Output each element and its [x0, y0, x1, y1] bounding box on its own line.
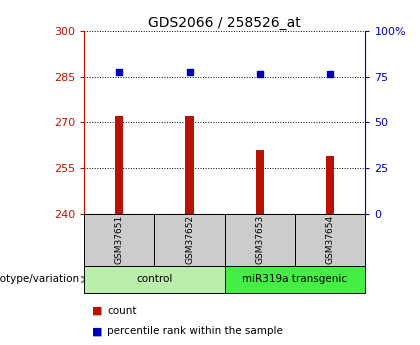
Point — [186, 69, 193, 75]
Text: ■: ■ — [92, 326, 103, 336]
Title: GDS2066 / 258526_at: GDS2066 / 258526_at — [148, 16, 301, 30]
Point — [327, 71, 333, 77]
Text: percentile rank within the sample: percentile rank within the sample — [107, 326, 283, 336]
Text: ■: ■ — [92, 306, 103, 315]
Point — [116, 69, 123, 75]
Text: GSM37654: GSM37654 — [326, 215, 335, 264]
Text: GSM37651: GSM37651 — [115, 215, 123, 264]
Text: genotype/variation: genotype/variation — [0, 275, 80, 284]
Point — [257, 71, 263, 77]
Text: miR319a transgenic: miR319a transgenic — [242, 275, 348, 284]
Bar — [185, 116, 194, 214]
Text: count: count — [107, 306, 136, 315]
Bar — [256, 150, 264, 214]
Text: GSM37652: GSM37652 — [185, 215, 194, 264]
Bar — [326, 156, 334, 214]
Text: control: control — [136, 275, 173, 284]
Bar — [115, 116, 123, 214]
Text: GSM37653: GSM37653 — [255, 215, 264, 264]
